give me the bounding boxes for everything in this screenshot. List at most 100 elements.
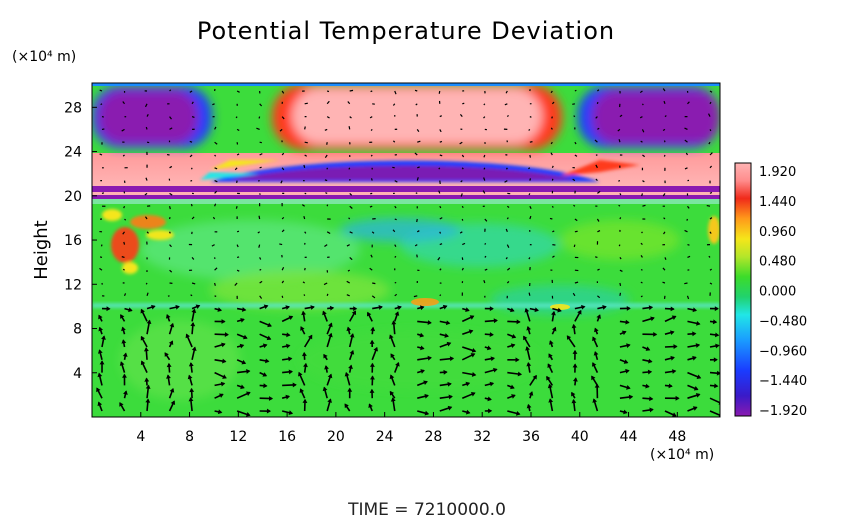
wind-vector-head (625, 319, 630, 325)
wind-vector (572, 103, 576, 105)
wind-vector-head (121, 339, 127, 344)
wind-vector-head (649, 396, 654, 402)
wind-vector (415, 103, 418, 106)
wind-vector-head (389, 334, 394, 340)
wind-vector-head (166, 374, 171, 379)
wind-vector-head (592, 336, 597, 342)
wind-vector-head (263, 304, 269, 310)
wind-vector (709, 165, 713, 169)
wind-vector (169, 269, 173, 273)
wind-vector (597, 89, 600, 92)
wind-vector (482, 190, 486, 194)
wind-vector (324, 128, 328, 131)
wind-vector-head (328, 322, 333, 328)
wind-vector-head (696, 320, 701, 326)
wind-vector (619, 257, 622, 260)
wind-vector-head (266, 335, 272, 341)
wind-vector (597, 295, 601, 299)
wind-vector-head (187, 374, 193, 380)
wind-vector (439, 217, 443, 220)
wind-vector-head (493, 318, 498, 324)
wind-vector (123, 241, 126, 245)
wind-vector (100, 103, 103, 106)
wind-vector-head (468, 329, 474, 335)
wind-vector-head (594, 327, 599, 333)
wind-vector (484, 255, 487, 258)
wind-vector (256, 127, 260, 130)
wind-vector-head (189, 387, 195, 393)
wind-vector-head (346, 326, 352, 332)
wind-vector-head (373, 346, 379, 352)
wind-vector (461, 205, 464, 209)
wind-vector (506, 281, 510, 284)
wind-vector (506, 217, 509, 220)
wind-vector-head (526, 362, 532, 367)
x-tick-label: 4 (136, 429, 145, 445)
wind-vector (259, 280, 263, 284)
wind-vector-head (548, 353, 553, 359)
wind-vector (664, 257, 667, 260)
wind-vector-head (97, 349, 103, 354)
wind-vector (326, 90, 330, 93)
wind-vector (709, 191, 713, 194)
wind-vector (687, 205, 690, 209)
wind-vector (662, 88, 666, 92)
wind-vector (574, 154, 578, 157)
wind-vector (640, 140, 643, 143)
wind-vector-head (471, 348, 477, 353)
wind-vector (281, 216, 285, 220)
wind-vector-head (120, 314, 125, 319)
colorbar-labels: 1.920 1.440 0.960 0.480 0.000 −0.480 −0.960 −1.… (759, 165, 807, 419)
wind-vector-head (224, 332, 229, 338)
x-tick-label: 20 (327, 429, 345, 445)
wind-vector-head (378, 305, 383, 310)
wind-vector-head (546, 375, 551, 381)
wind-vector (349, 205, 353, 209)
wind-vector (124, 218, 127, 221)
x-tick-label: 48 (668, 429, 686, 445)
wind-vector-head (246, 391, 251, 396)
wind-vector (371, 231, 375, 234)
wind-vector-head (625, 368, 630, 374)
wind-vector-head (369, 388, 375, 393)
wind-vector (214, 180, 218, 183)
wind-vector (100, 244, 103, 247)
x-axis: 4 8 12 16 20 24 28 32 36 40 44 48 (136, 412, 686, 445)
wind-vector-head (323, 353, 328, 359)
wind-vector (236, 153, 240, 156)
wind-vector (303, 164, 306, 168)
wind-vector (304, 154, 308, 157)
wind-vector (639, 116, 643, 119)
wind-vector (281, 267, 285, 271)
wind-vector-head (300, 326, 305, 331)
wind-vector (281, 280, 285, 284)
wind-vector-head (510, 343, 516, 349)
wind-vector (439, 243, 443, 246)
wind-vector (279, 128, 283, 132)
wind-vector (144, 192, 148, 196)
wind-vector (461, 167, 464, 170)
wind-vector (551, 178, 554, 181)
wind-vector (640, 242, 643, 246)
wind-vector-head (593, 351, 599, 356)
wind-vector (347, 269, 350, 272)
wind-vector (662, 281, 666, 284)
wind-vector (619, 282, 622, 287)
wind-vector (662, 193, 666, 197)
wind-vector-head (298, 371, 303, 377)
wind-vector (280, 180, 283, 184)
colorbar-tick-label: −1.440 (759, 374, 807, 389)
wind-vector-head (572, 349, 578, 354)
wind-vector (191, 257, 195, 260)
wind-vector (505, 257, 508, 260)
wind-vector (259, 103, 263, 107)
wind-vector-head (349, 333, 355, 338)
wind-vector-head (391, 320, 397, 325)
wind-vector-head (185, 333, 191, 339)
wind-vector-head (245, 412, 251, 417)
wind-vector-head (447, 405, 453, 411)
wind-vector-head (145, 398, 151, 403)
wind-vector-head (239, 343, 245, 349)
wind-vector-head (571, 391, 576, 397)
wind-vector (190, 294, 193, 297)
